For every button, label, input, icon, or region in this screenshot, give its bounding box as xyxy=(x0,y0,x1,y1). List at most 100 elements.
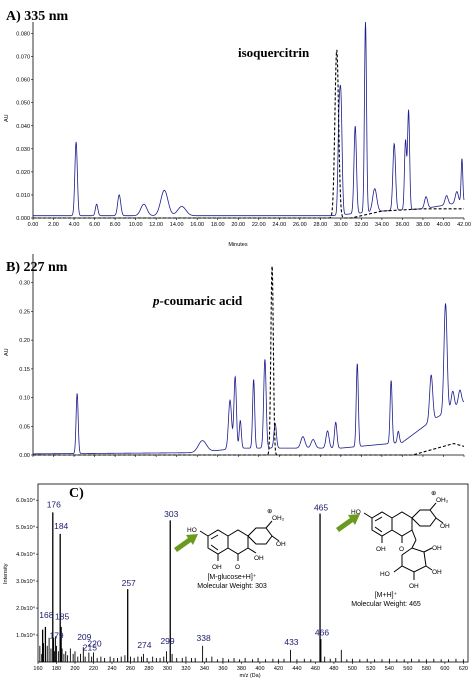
y-tick-label: 0.010 xyxy=(16,193,30,199)
x-tick-label: 580 xyxy=(422,666,431,672)
y-tick-label: 2.0x10⁴ xyxy=(16,605,36,612)
panel-b: B) 227 nm AU p-coumaric acid 0.00 0.05 0.1… xyxy=(4,254,465,459)
aglycone-oh-right: OH xyxy=(276,541,286,548)
x-tick-label: 24.00 xyxy=(272,222,286,228)
peak-label-168: 168 xyxy=(39,610,53,620)
x-tick-label: 440 xyxy=(292,666,301,672)
p-coumaric-prefix: p xyxy=(152,293,160,308)
peak-label-184: 184 xyxy=(54,521,68,531)
x-tick-label: 480 xyxy=(329,666,338,672)
x-tick-label: 10.00 xyxy=(129,222,143,228)
x-tick-label: 42.00 xyxy=(457,222,471,228)
solid-trace xyxy=(33,21,465,217)
aglycone-oh-bottom: OH xyxy=(212,564,222,571)
x-tick-label: 280 xyxy=(144,666,153,672)
isoquercitrin-sugar-oh2: OH xyxy=(432,569,442,576)
panel-a-traces xyxy=(33,21,465,219)
aglycone-oh2-plus: OH₂ xyxy=(272,515,285,522)
y-tick-label: 0.070 xyxy=(16,55,30,61)
solid-trace xyxy=(33,303,465,455)
x-tick-label: 38.00 xyxy=(416,222,430,228)
aglycone-mw-label: Molecular Weight: 303 xyxy=(197,583,267,590)
isoquercitrin-plus: ⊕ xyxy=(431,490,437,497)
arrow-icon xyxy=(336,514,360,532)
x-tick-label: 240 xyxy=(107,666,116,672)
panel-b-axes: 0.00 0.05 0.10 0.15 0.20 0.25 0.30 xyxy=(19,254,465,459)
x-tick-label: 32.00 xyxy=(354,222,368,228)
y-tick-label: 0.20 xyxy=(19,338,30,344)
isoquercitrin-bonds xyxy=(363,502,444,580)
panel-a-xlabel: Minutes xyxy=(228,242,248,248)
panel-b-traces xyxy=(33,266,465,456)
x-tick-label: 180 xyxy=(52,666,61,672)
y-tick-label: 4.0x10⁴ xyxy=(16,551,36,558)
aglycone-plus: ⊕ xyxy=(267,508,273,515)
isoquercitrin-oh-right: OH xyxy=(440,523,450,530)
aglycone-o-ketone: O xyxy=(235,564,240,571)
y-tick-label: 6.0x10⁴ xyxy=(16,497,36,504)
peak-label-465: 465 xyxy=(314,502,328,512)
panel-a-title: A) 335 nm xyxy=(6,9,69,24)
y-tick-label: 0.030 xyxy=(16,147,30,153)
x-tick-label: 420 xyxy=(274,666,283,672)
panel-c-ylabel: Intensity xyxy=(3,563,9,584)
x-tick-label: 12.00 xyxy=(149,222,163,228)
peak-label-299: 299 xyxy=(160,636,174,646)
p-coumaric-annotation: p-coumaric acid xyxy=(152,293,243,308)
isoquercitrin-structure: HO OH O OH₂ ⊕ OH OH OH OH HO [M+H]⁺ Mole… xyxy=(336,490,450,608)
peak-label-433: 433 xyxy=(284,637,298,647)
dashed-trace xyxy=(33,49,464,219)
x-tick-label: 540 xyxy=(385,666,394,672)
panel-b-title: B) 227 nm xyxy=(6,260,68,275)
y-tick-label: 0.05 xyxy=(19,424,30,430)
isoquercitrin-sugar-ho: HO xyxy=(380,571,390,578)
isoquercitrin-annotation: isoquercitrin xyxy=(238,45,310,60)
dashed-trace xyxy=(33,266,465,456)
peak-label-274: 274 xyxy=(137,640,151,650)
x-tick-label: 20.00 xyxy=(231,222,245,228)
x-tick-label: 320 xyxy=(181,666,190,672)
y-tick-label: 5.0x10⁴ xyxy=(16,524,36,531)
panel-c-xlabel: m/z (Da) xyxy=(239,673,260,679)
x-tick-label: 500 xyxy=(348,666,357,672)
isoquercitrin-sugar-oh1: OH xyxy=(432,545,442,552)
isoquercitrin-ho-left: HO xyxy=(351,509,361,516)
x-tick-label: 200 xyxy=(70,666,79,672)
y-tick-label: 1.0x10⁴ xyxy=(16,632,36,639)
aglycone-ho-left: HO xyxy=(187,527,197,534)
x-tick-label: 14.00 xyxy=(170,222,184,228)
x-tick-label: 2.00 xyxy=(48,222,59,228)
peak-label-257: 257 xyxy=(122,578,136,588)
x-tick-label: 380 xyxy=(237,666,246,672)
p-coumaric-rest: -coumaric acid xyxy=(160,293,243,308)
y-tick-label: 0.25 xyxy=(19,309,30,315)
y-tick-label: 3.0x10⁴ xyxy=(16,578,36,585)
aglycone-bonds xyxy=(199,520,280,561)
peak-label-209: 209 xyxy=(77,632,91,642)
peak-label-466: 466 xyxy=(315,628,329,638)
peak-label-185: 185 xyxy=(55,612,69,622)
peak-label-303: 303 xyxy=(164,509,178,519)
y-tick-label: 0.050 xyxy=(16,101,30,107)
x-tick-label: 520 xyxy=(366,666,375,672)
y-tick-label: 0.040 xyxy=(16,124,30,130)
y-tick-label: 0.30 xyxy=(19,281,30,287)
x-tick-label: 460 xyxy=(311,666,320,672)
aglycone-oh-ring: OH xyxy=(254,555,264,562)
x-tick-label: 220 xyxy=(89,666,98,672)
y-tick-label: 0.000 xyxy=(16,216,30,222)
aglycone-ion-label: [M-glucose+H]⁺ xyxy=(207,574,256,581)
x-tick-label: 360 xyxy=(218,666,227,672)
isoquercitrin-ion-label: [M+H]⁺ xyxy=(375,592,398,599)
x-tick-label: 600 xyxy=(440,666,449,672)
x-tick-label: 18.00 xyxy=(211,222,225,228)
panel-a: A) 335 nm AU Minutes isoquercitrin 0.000… xyxy=(4,9,471,248)
x-tick-label: 6.00 xyxy=(89,222,100,228)
x-tick-label: 8.00 xyxy=(110,222,121,228)
x-tick-label: 620 xyxy=(459,666,468,672)
y-tick-label: 0.060 xyxy=(16,78,30,84)
x-tick-label: 36.00 xyxy=(396,222,410,228)
isoquercitrin-mw-label: Molecular Weight: 465 xyxy=(351,601,421,608)
x-tick-label: 4.00 xyxy=(69,222,80,228)
